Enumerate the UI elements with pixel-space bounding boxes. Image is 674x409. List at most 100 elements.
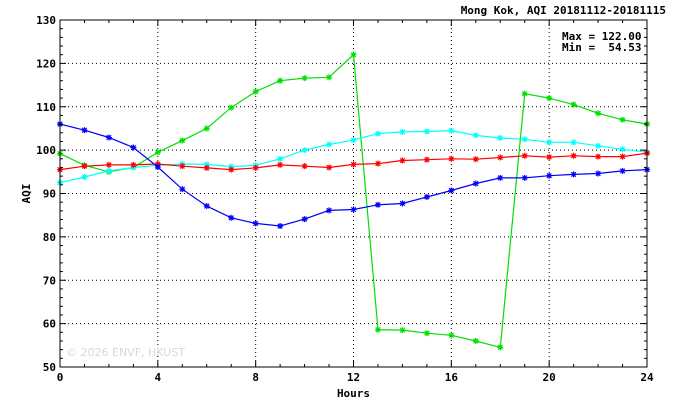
data-point-marker [326, 141, 333, 148]
data-point-marker [154, 164, 161, 171]
data-point-marker [521, 174, 528, 181]
data-point-marker [497, 344, 504, 351]
y-tick-label: 100 [36, 144, 56, 157]
y-tick-label: 90 [43, 188, 56, 201]
data-point-marker [546, 172, 553, 179]
x-tick-label: 16 [445, 371, 459, 384]
stat-min: Min = 54.53 [562, 41, 641, 54]
data-point-marker [570, 139, 577, 146]
data-point-marker [546, 95, 553, 102]
data-point-marker [154, 149, 161, 156]
data-point-marker [374, 326, 381, 333]
data-point-marker [595, 153, 602, 160]
data-point-marker [130, 144, 137, 151]
x-tick-label: 12 [347, 371, 360, 384]
data-point-marker [399, 157, 406, 164]
data-point-marker [595, 142, 602, 149]
x-tick-label: 20 [543, 371, 556, 384]
data-point-marker [423, 128, 430, 135]
data-point-marker [521, 90, 528, 97]
data-point-marker [472, 156, 479, 163]
data-point-marker [81, 127, 88, 134]
x-tick-label: 24 [640, 371, 654, 384]
data-point-marker [179, 163, 186, 170]
data-point-marker [546, 154, 553, 161]
data-point-marker [350, 137, 357, 144]
data-point-marker [423, 193, 430, 200]
watermark: © 2026 ENVF, HKUST [66, 346, 185, 359]
data-point-marker [277, 77, 284, 84]
data-point-marker [228, 214, 235, 221]
data-point-marker [154, 161, 161, 168]
data-point-marker [595, 170, 602, 177]
x-tick-label: 4 [155, 371, 162, 384]
y-tick-label: 50 [43, 361, 56, 374]
y-tick-label: 60 [43, 318, 56, 331]
data-point-marker [81, 174, 88, 181]
y-tick-label: 70 [43, 274, 56, 287]
data-point-marker [350, 206, 357, 213]
data-point-marker [619, 146, 626, 153]
data-point-marker [130, 161, 137, 168]
data-point-marker [326, 207, 333, 214]
y-axis-label: AQI [20, 184, 33, 204]
data-point-marker [81, 163, 88, 170]
data-point-marker [252, 220, 259, 227]
data-point-marker [301, 163, 308, 170]
data-point-marker [423, 156, 430, 163]
data-point-marker [472, 180, 479, 187]
data-point-marker [497, 174, 504, 181]
data-point-marker [448, 332, 455, 339]
data-point-marker [277, 161, 284, 168]
data-point-marker [203, 161, 210, 168]
data-point-marker [179, 137, 186, 144]
data-point-marker [521, 152, 528, 159]
data-point-marker [521, 136, 528, 143]
y-tick-label: 130 [36, 14, 56, 27]
data-point-marker [105, 134, 112, 141]
series-layer [57, 51, 650, 351]
data-point-marker [301, 216, 308, 223]
data-point-marker [423, 330, 430, 337]
data-point-marker [228, 163, 235, 170]
data-point-marker [326, 164, 333, 171]
data-point-marker [179, 186, 186, 193]
data-point-marker [497, 154, 504, 161]
x-tick-label: 0 [57, 371, 64, 384]
data-point-marker [546, 139, 553, 146]
data-point-marker [228, 104, 235, 111]
data-point-marker [399, 128, 406, 135]
data-point-marker [252, 164, 259, 171]
axis-ticks [59, 19, 648, 368]
data-point-marker [448, 155, 455, 162]
data-point-marker [301, 147, 308, 154]
y-tick-label: 120 [36, 57, 56, 70]
data-point-marker [350, 161, 357, 168]
data-point-marker [595, 110, 602, 117]
data-point-marker [570, 101, 577, 108]
data-point-marker [374, 130, 381, 137]
data-point-marker [619, 167, 626, 174]
data-point-marker [472, 132, 479, 139]
data-point-marker [448, 187, 455, 194]
data-point-marker [277, 223, 284, 230]
series-2 [57, 150, 650, 173]
data-point-marker [448, 127, 455, 134]
data-point-marker [570, 171, 577, 178]
data-point-marker [105, 167, 112, 174]
data-point-marker [203, 203, 210, 210]
x-axis-label: Hours [337, 387, 370, 400]
data-point-marker [374, 160, 381, 167]
stat-max: Max = 122.00 [562, 30, 641, 43]
data-point-marker [105, 161, 112, 168]
data-point-marker [203, 125, 210, 132]
data-point-marker [619, 116, 626, 123]
data-point-marker [277, 155, 284, 162]
data-point-marker [399, 327, 406, 334]
tick-labels: 0 4 8 12 16 20 24 50 60 70 80 90 100 110 120 130 [36, 14, 654, 384]
data-point-marker [228, 166, 235, 173]
data-point-marker [619, 153, 626, 160]
data-point-marker [252, 88, 259, 95]
data-point-marker [570, 152, 577, 159]
